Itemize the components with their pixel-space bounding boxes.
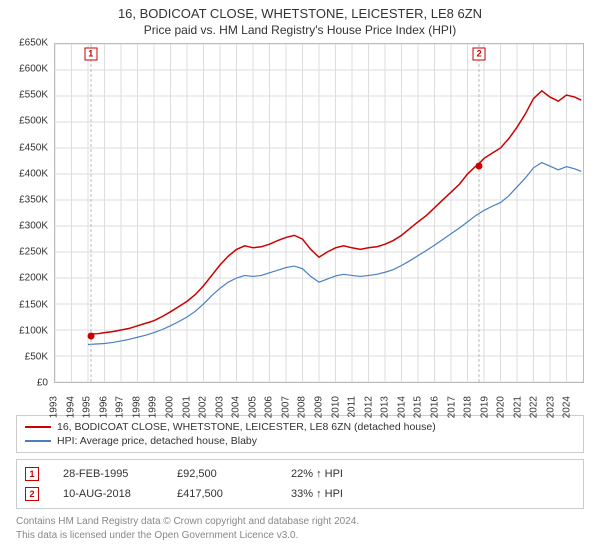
sale-price: £92,500 (177, 468, 267, 480)
x-tick-label: 1999 (148, 396, 159, 418)
sale-date: 28-FEB-1995 (63, 468, 153, 480)
y-tick-label: £200K (19, 273, 48, 284)
x-tick-label: 2006 (264, 396, 275, 418)
x-tick-label: 2023 (545, 396, 556, 418)
y-tick-label: £600K (19, 64, 48, 75)
x-tick-label: 2003 (214, 396, 225, 418)
legend-swatch (25, 440, 51, 442)
sale-delta: 22% ↑ HPI (291, 468, 381, 480)
x-tick-label: 2012 (363, 396, 374, 418)
x-tick-label: 2014 (396, 396, 407, 418)
x-tick-label: 2005 (247, 396, 258, 418)
chart-titles: 16, BODICOAT CLOSE, WHETSTONE, LEICESTER… (0, 0, 600, 39)
y-tick-label: £400K (19, 168, 48, 179)
sale-marker: 1 (25, 467, 39, 481)
sale-row: 1 28-FEB-1995 £92,500 22% ↑ HPI (25, 464, 575, 484)
x-tick-label: 2021 (512, 396, 523, 418)
y-tick-label: £650K (19, 38, 48, 49)
marker-dot (87, 332, 94, 339)
chart-svg (55, 44, 583, 382)
legend-swatch (25, 426, 51, 428)
x-tick-label: 2008 (297, 396, 308, 418)
sale-date: 10-AUG-2018 (63, 488, 153, 500)
y-tick-label: £450K (19, 142, 48, 153)
x-tick-label: 2009 (314, 396, 325, 418)
x-tick-label: 2001 (181, 396, 192, 418)
x-tick-label: 1994 (65, 396, 76, 418)
y-tick-label: £300K (19, 221, 48, 232)
plot-region: 12 (54, 43, 584, 383)
y-tick-label: £250K (19, 247, 48, 258)
x-tick-label: 2011 (347, 396, 358, 418)
chart-area: £0 £50K £100K £150K £200K £250K £300K £350K £400… (10, 39, 590, 409)
x-tick-label: 1997 (115, 396, 126, 418)
x-tick-label: 2000 (164, 396, 175, 418)
y-tick-label: £350K (19, 194, 48, 205)
attribution-line-2: This data is licensed under the Open Gov… (16, 529, 584, 543)
sales-box: 1 28-FEB-1995 £92,500 22% ↑ HPI 2 10-AUG-2018… (16, 459, 584, 509)
x-tick-label: 2024 (562, 396, 573, 418)
sale-row: 2 10-AUG-2018 £417,500 33% ↑ HPI (25, 484, 575, 504)
x-tick-label: 1993 (49, 396, 60, 418)
x-tick-label: 2016 (429, 396, 440, 418)
marker-dot (476, 162, 483, 169)
legend-row: HPI: Average price, detached house, Blab… (25, 434, 575, 448)
x-tick-label: 2018 (463, 396, 474, 418)
x-tick-label: 2022 (529, 396, 540, 418)
title-line-2: Price paid vs. HM Land Registry's House … (0, 23, 600, 37)
y-tick-label: £150K (19, 299, 48, 310)
x-tick-label: 2019 (479, 396, 490, 418)
legend-label: 16, BODICOAT CLOSE, WHETSTONE, LEICESTER… (57, 421, 436, 433)
legend-box: 16, BODICOAT CLOSE, WHETSTONE, LEICESTER… (16, 415, 584, 453)
title-line-1: 16, BODICOAT CLOSE, WHETSTONE, LEICESTER… (0, 6, 600, 21)
marker-number: 1 (84, 48, 97, 61)
legend-row: 16, BODICOAT CLOSE, WHETSTONE, LEICESTER… (25, 420, 575, 434)
y-tick-label: £100K (19, 325, 48, 336)
x-tick-label: 1998 (131, 396, 142, 418)
attribution-line-1: Contains HM Land Registry data © Crown c… (16, 515, 584, 529)
x-tick-label: 1995 (82, 396, 93, 418)
y-tick-label: £500K (19, 116, 48, 127)
x-tick-label: 2015 (413, 396, 424, 418)
x-tick-label: 2002 (198, 396, 209, 418)
y-tick-label: £50K (25, 351, 48, 362)
sale-delta: 33% ↑ HPI (291, 488, 381, 500)
y-tick-label: £0 (37, 378, 48, 389)
sale-price: £417,500 (177, 488, 267, 500)
legend-label: HPI: Average price, detached house, Blab… (57, 435, 257, 447)
marker-number: 2 (473, 48, 486, 61)
sale-marker: 2 (25, 487, 39, 501)
x-tick-label: 2007 (280, 396, 291, 418)
x-tick-label: 2013 (380, 396, 391, 418)
x-tick-label: 2010 (330, 396, 341, 418)
x-tick-label: 2017 (446, 396, 457, 418)
attribution: Contains HM Land Registry data © Crown c… (16, 515, 584, 548)
y-tick-label: £550K (19, 90, 48, 101)
marker-line (479, 44, 480, 382)
x-axis-labels: 1993199419951996199719981999200020012002… (54, 385, 584, 409)
x-tick-label: 2004 (231, 396, 242, 418)
x-tick-label: 2020 (496, 396, 507, 418)
y-axis-labels: £0 £50K £100K £150K £200K £250K £300K £350K £400… (10, 39, 52, 409)
x-tick-label: 1996 (98, 396, 109, 418)
